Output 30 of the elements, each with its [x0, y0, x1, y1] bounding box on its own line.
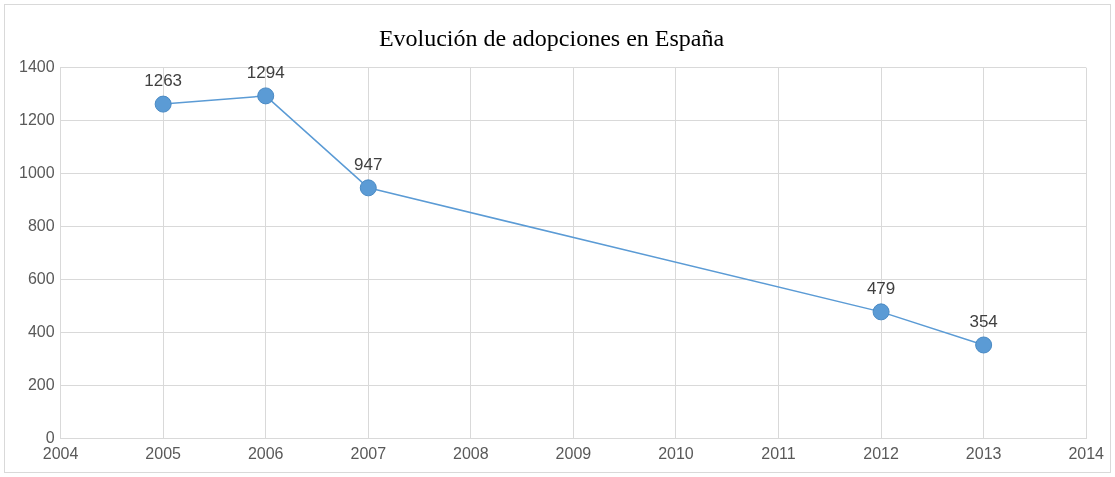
- data-label: 1263: [144, 71, 183, 91]
- y-tick-label: 600: [27, 270, 55, 288]
- y-tick-label: 200: [27, 376, 55, 394]
- y-tick-label: 400: [27, 323, 55, 341]
- x-tick-label: 2011: [761, 444, 796, 462]
- chart-title: Evolución de adopciones en España: [378, 24, 725, 51]
- x-tick-label: 2009: [555, 444, 592, 462]
- point: [975, 336, 993, 354]
- x-tick-label: 2013: [965, 444, 1002, 462]
- x-tick-label: 2006: [247, 444, 284, 462]
- y-tick-label: 0: [45, 429, 55, 447]
- data-label: 354: [969, 312, 998, 332]
- x-tick-label: 2005: [145, 444, 182, 462]
- x-tick-label: 2012: [863, 444, 899, 462]
- y-tick-label: 1200: [19, 111, 55, 129]
- y-tick-label: 800: [27, 217, 55, 235]
- point: [359, 179, 377, 197]
- x-tick-label: 2004: [42, 444, 79, 462]
- point: [872, 303, 890, 321]
- y-tick-label: 1000: [19, 164, 55, 182]
- y-tick-label: 1400: [19, 58, 55, 76]
- point: [154, 95, 172, 113]
- data-label: 1294: [246, 63, 285, 83]
- data-label: 479: [866, 279, 896, 299]
- x-tick-label: 2007: [350, 444, 387, 462]
- data-label: 947: [354, 155, 383, 175]
- x-tick-label: 2008: [453, 444, 489, 462]
- x-tick-label: 2010: [658, 444, 694, 462]
- x-tick-label: 2014: [1068, 444, 1105, 462]
- point: [257, 87, 275, 105]
